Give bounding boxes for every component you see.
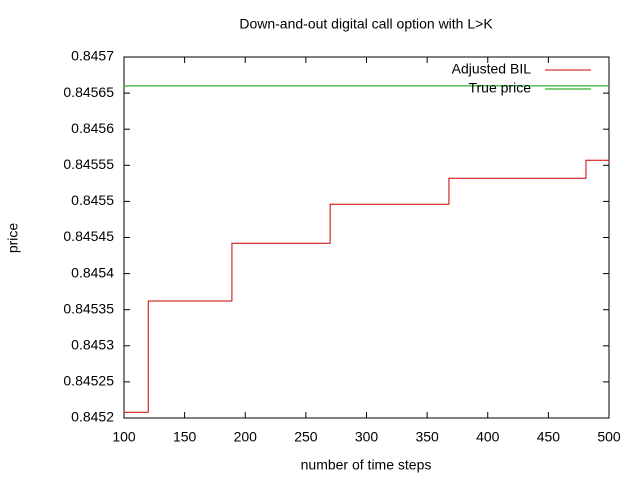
y-tick-label: 0.84545 — [63, 228, 114, 244]
x-axis-label: number of time steps — [301, 457, 432, 473]
x-tick-label: 300 — [355, 429, 379, 445]
x-tick-label: 150 — [173, 429, 197, 445]
y-tick-label: 0.8453 — [71, 337, 114, 353]
y-tick-label: 0.8457 — [71, 48, 114, 64]
x-tick-label: 350 — [415, 429, 439, 445]
x-tick-label: 100 — [112, 429, 136, 445]
y-tick-label: 0.84555 — [63, 156, 114, 172]
plot-frame — [123, 56, 610, 419]
y-tick-label: 0.8452 — [71, 409, 114, 425]
x-tick-label: 450 — [537, 429, 561, 445]
x-tick-label: 200 — [234, 429, 258, 445]
y-tick-label: 0.84535 — [63, 300, 114, 316]
x-tick-label: 500 — [597, 429, 621, 445]
y-tick-label: 0.8455 — [71, 192, 114, 208]
y-tick-label: 0.8454 — [71, 264, 114, 280]
y-tick-label: 0.84565 — [63, 84, 114, 100]
legend-label: True price — [468, 80, 531, 96]
y-tick-label: 0.8456 — [71, 120, 114, 136]
x-tick-label: 250 — [294, 429, 318, 445]
y-axis-label: price — [5, 223, 21, 254]
y-tick-label: 0.84525 — [63, 373, 114, 389]
x-tick-label: 400 — [476, 429, 500, 445]
chart-title: Down-and-out digital call option with L>… — [239, 16, 493, 32]
legend-label: Adjusted BIL — [452, 61, 532, 77]
